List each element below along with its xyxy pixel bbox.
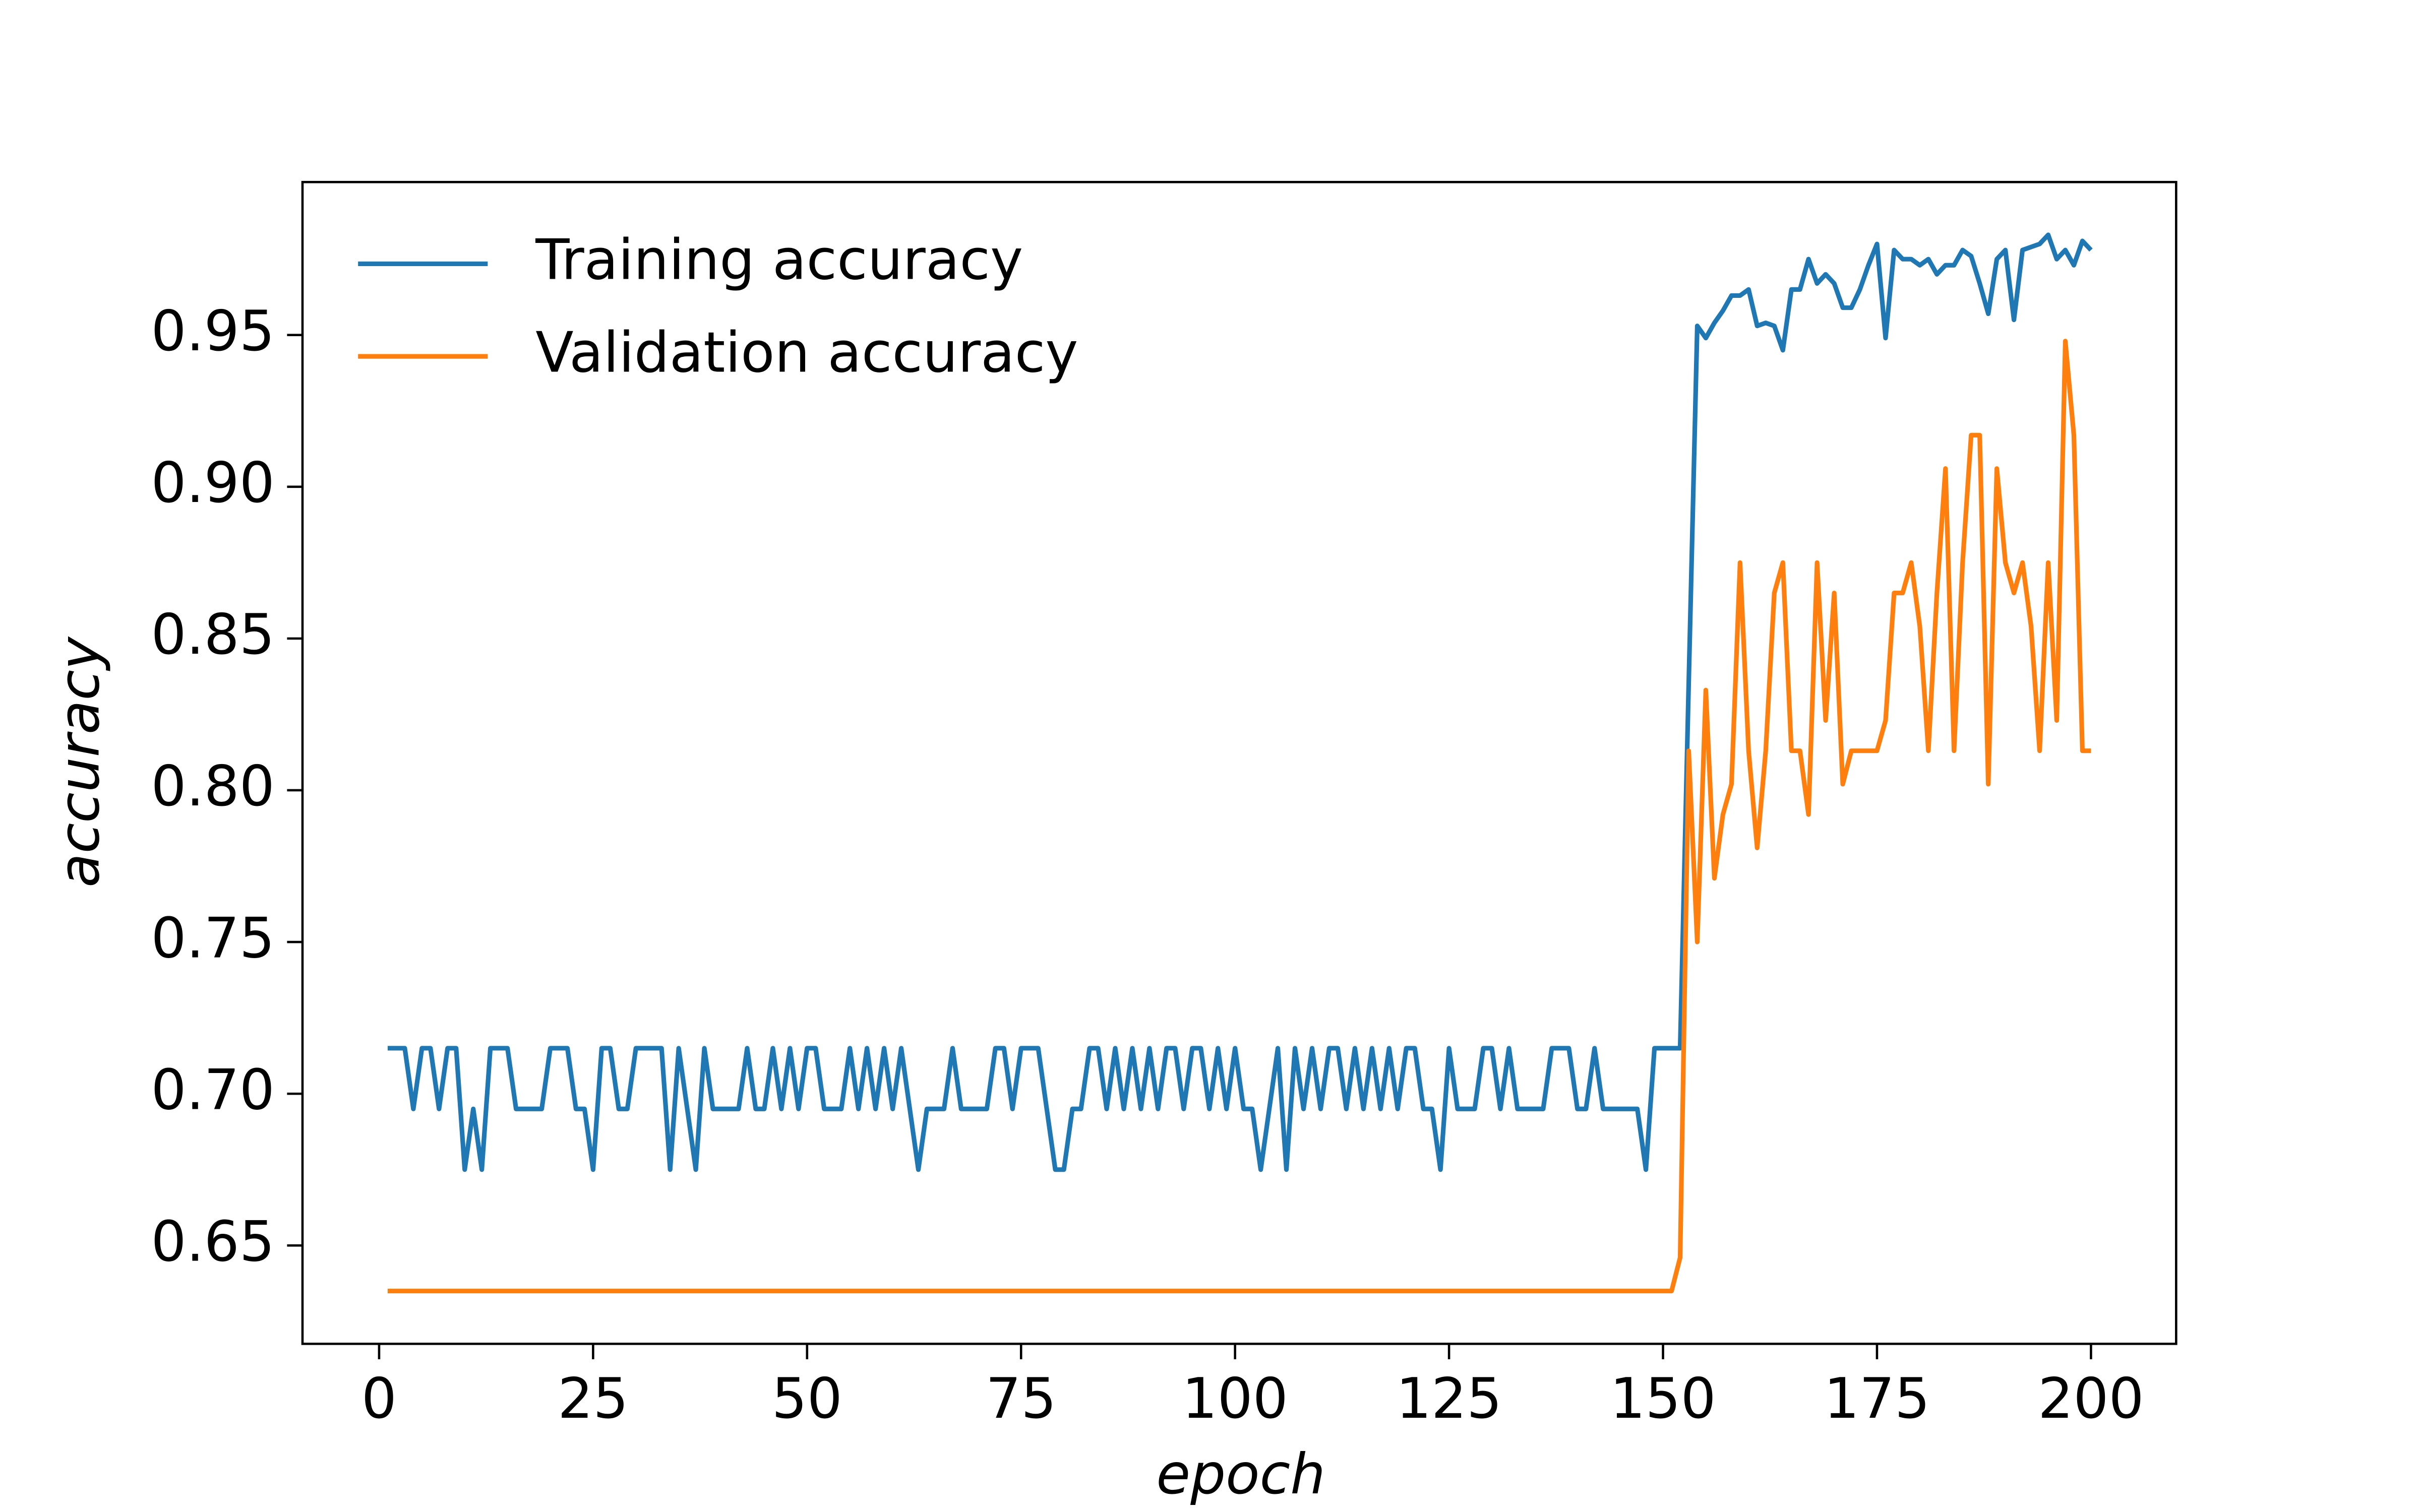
y-tick-label: 0.70	[151, 1057, 275, 1122]
plot-frame	[301, 180, 2177, 1345]
x-tick-label: 0	[361, 1366, 397, 1431]
x-tick-label: 75	[986, 1366, 1056, 1431]
y-tick-label: 0.85	[151, 602, 275, 667]
x-tick-label: 100	[1182, 1366, 1288, 1431]
legend-label: Training accuracy	[535, 228, 1023, 292]
y-tick-label: 0.75	[151, 906, 275, 970]
x-tick-label: 175	[1824, 1366, 1930, 1431]
x-tick-label: 150	[1610, 1366, 1716, 1431]
y-tick-label: 0.65	[151, 1209, 275, 1274]
x-axis-label: epoch	[1156, 1442, 1325, 1506]
y-tick-label: 0.90	[151, 451, 275, 515]
y-tick-label: 0.80	[151, 754, 275, 818]
x-tick-label: 50	[772, 1366, 842, 1431]
data-line	[387, 339, 2091, 1294]
legend-label: Validation accuracy	[535, 320, 1078, 385]
x-tick-label: 25	[558, 1366, 628, 1431]
y-tick-label: 0.95	[151, 299, 275, 363]
data-line	[387, 232, 2093, 1172]
x-tick-label: 200	[2038, 1366, 2144, 1431]
x-tick-label: 125	[1396, 1366, 1502, 1431]
y-axis-label: accuracy	[47, 636, 112, 888]
